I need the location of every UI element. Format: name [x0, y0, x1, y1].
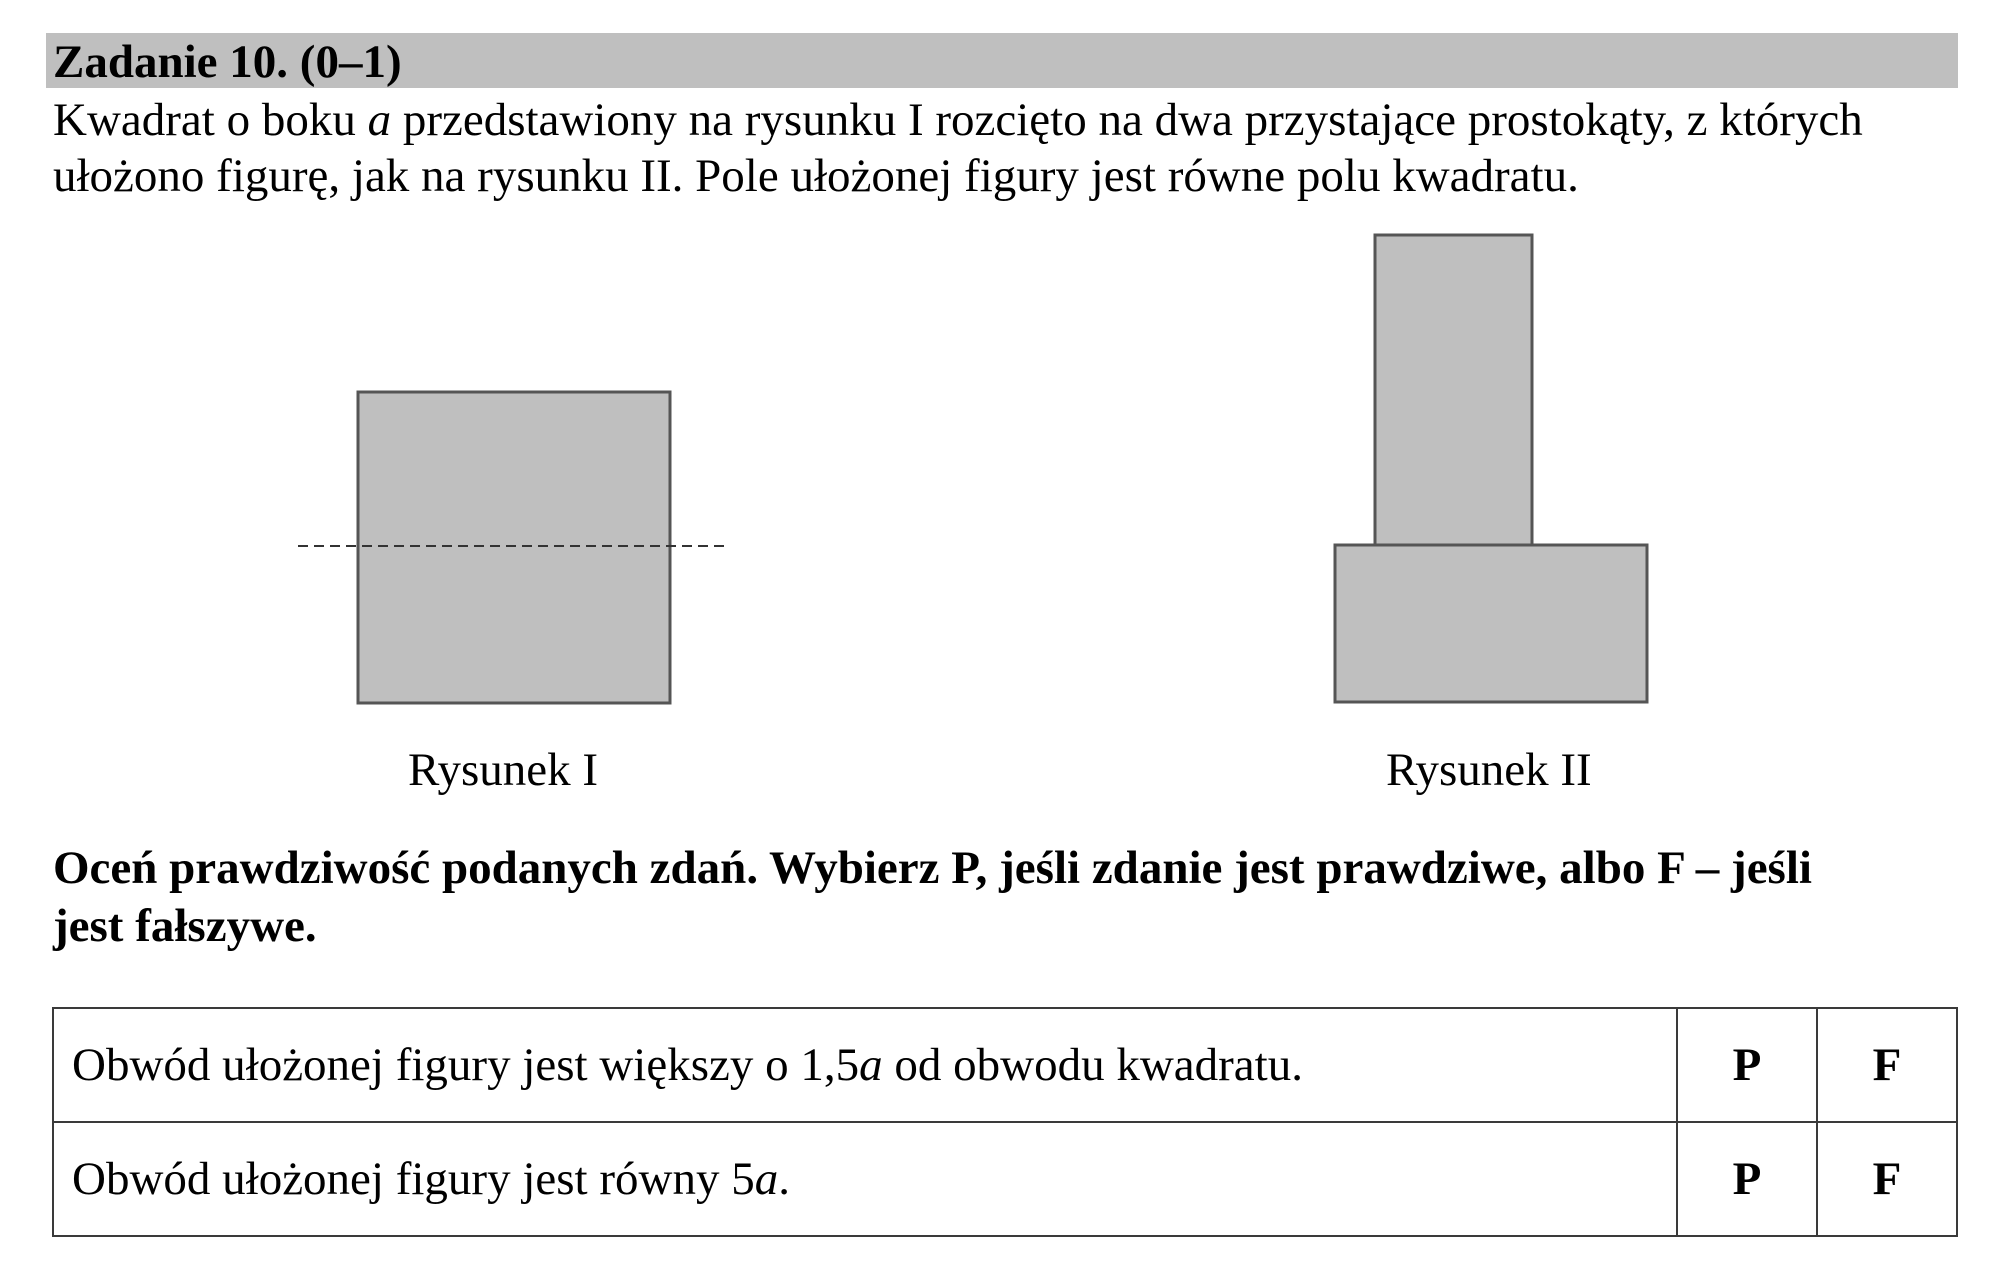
table-row: Obwód ułożonej figury jest równy 5a. P F [52, 1121, 1958, 1237]
caption-figure-2: Rysunek II [1386, 744, 1592, 796]
option-true-1[interactable]: P [1676, 1007, 1818, 1123]
statement-2-text-end: . [778, 1153, 790, 1205]
answer-table: Obwód ułożonej figury jest większy o 1,5… [52, 1007, 1958, 1237]
intro-text-2: przedstawiony na rysunku I rozcięto na d… [391, 94, 1863, 146]
horizontal-rectangle [1333, 543, 1649, 704]
task-description-line-2: ułożono figurę, jak na rysunku II. Pole … [53, 150, 1579, 202]
square-figure [356, 390, 672, 705]
task-description-line-1: Kwadrat o boku a przedstawiony na rysunk… [53, 92, 1968, 148]
instruction-line-2: jest fałszywe. [53, 900, 317, 952]
title-bar [46, 33, 1958, 88]
statement-1-text-end: od obwodu kwadratu. [882, 1039, 1303, 1091]
table-row: Obwód ułożonej figury jest większy o 1,5… [52, 1007, 1958, 1123]
option-true-2[interactable]: P [1676, 1121, 1818, 1237]
caption-figure-1: Rysunek I [408, 744, 599, 796]
statement-2-text: Obwód ułożonej figury jest równy 5 [72, 1153, 755, 1205]
statement-1: Obwód ułożonej figury jest większy o 1,5… [52, 1007, 1678, 1123]
vertical-rectangle [1373, 233, 1534, 548]
instruction-line-1: Oceń prawdziwość podanych zdań. Wybierz … [53, 842, 1812, 894]
variable-a: a [367, 94, 392, 146]
option-false-1[interactable]: F [1816, 1007, 1958, 1123]
instruction: Oceń prawdziwość podanych zdań. Wybierz … [53, 839, 1968, 955]
statement-1-variable: a [859, 1039, 883, 1091]
task-description: Kwadrat o boku a przedstawiony na rysunk… [53, 92, 1968, 204]
intro-text-1: Kwadrat o boku [53, 94, 368, 146]
statement-1-text: Obwód ułożonej figury jest większy o 1,5 [72, 1039, 860, 1091]
statement-2: Obwód ułożonej figury jest równy 5a. [52, 1121, 1678, 1237]
task-title: Zadanie 10. (0–1) [53, 36, 402, 88]
statement-2-variable: a [754, 1153, 779, 1205]
option-false-2[interactable]: F [1816, 1121, 1958, 1237]
